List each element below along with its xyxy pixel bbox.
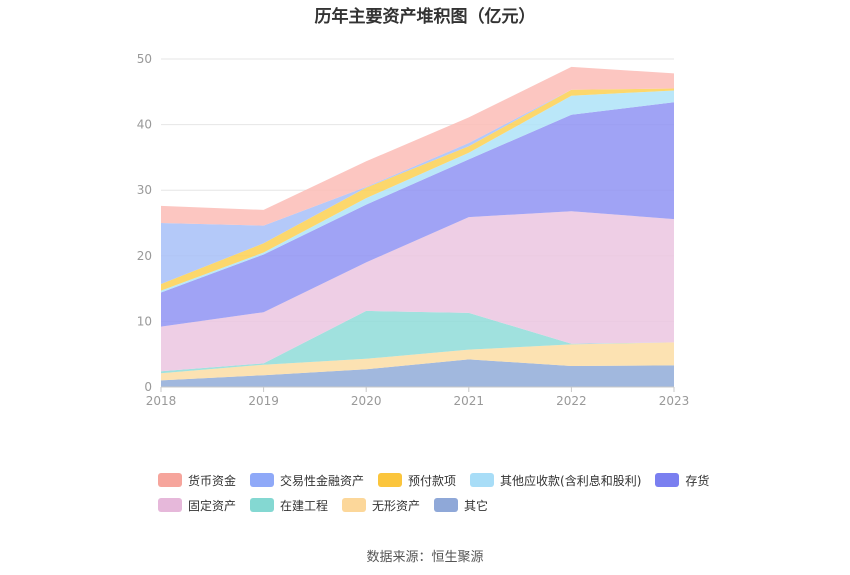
legend-swatch bbox=[158, 473, 182, 487]
x-tick-label: 2022 bbox=[556, 394, 587, 408]
area-series-0 bbox=[161, 359, 674, 387]
y-tick-label: 20 bbox=[137, 249, 152, 263]
legend-label: 交易性金融资产 bbox=[280, 473, 365, 488]
y-tick-label: 40 bbox=[137, 118, 152, 132]
legend-swatch bbox=[470, 473, 495, 487]
legend-label: 固定资产 bbox=[188, 498, 237, 513]
legend-item[interactable]: 其他应收款(含利息和股利) bbox=[470, 472, 641, 488]
area-series-2 bbox=[161, 310, 674, 374]
x-tick-label: 2018 bbox=[146, 394, 177, 408]
legend-swatch bbox=[434, 498, 459, 512]
legend-swatch bbox=[378, 473, 403, 487]
area-series-5 bbox=[161, 90, 674, 293]
area-series-8 bbox=[161, 66, 674, 226]
x-tick-label: 2023 bbox=[659, 394, 690, 408]
legend-label: 其它 bbox=[464, 498, 489, 513]
legend-item[interactable]: 货币资金 bbox=[158, 472, 236, 488]
x-tick-label: 2019 bbox=[248, 394, 279, 408]
y-tick-label: 10 bbox=[137, 314, 152, 328]
x-tick-label: 2020 bbox=[351, 394, 382, 408]
axis-layer: 0 10 20 30 40 50 2018 2019 2020 2021 2022 2023 bbox=[137, 52, 690, 408]
legend-item[interactable]: 在建工程 bbox=[250, 497, 328, 513]
area-series-4 bbox=[161, 102, 674, 327]
legend-item[interactable]: 无形资产 bbox=[342, 497, 420, 513]
area-series-6 bbox=[161, 88, 674, 291]
area-series-layer bbox=[161, 66, 674, 387]
legend-item[interactable]: 固定资产 bbox=[158, 497, 236, 513]
legend-swatch bbox=[158, 498, 182, 512]
legend-item[interactable]: 交易性金融资产 bbox=[250, 472, 364, 488]
legend-swatch bbox=[342, 498, 367, 512]
area-series-3 bbox=[161, 211, 674, 372]
legend-label: 存货 bbox=[685, 473, 710, 488]
data-source-note: 数据来源：恒生聚源 bbox=[366, 550, 484, 565]
y-tick-label: 0 bbox=[144, 380, 152, 394]
area-series-1 bbox=[161, 342, 674, 381]
legend-label: 货币资金 bbox=[188, 473, 237, 488]
y-tick-label: 50 bbox=[137, 52, 152, 66]
chart-legend: 货币资金 交易性金融资产 预付款项 其他应收款(含利息和股利) 存货固定资产 在建工程 无形… bbox=[158, 472, 718, 513]
legend-label: 无形资产 bbox=[372, 498, 421, 513]
legend-swatch bbox=[250, 473, 275, 487]
legend-label: 在建工程 bbox=[280, 498, 329, 513]
x-tick-label: 2021 bbox=[454, 394, 485, 408]
legend-label: 预付款项 bbox=[408, 473, 457, 488]
chart-title: 历年主要资产堆积图（亿元） bbox=[314, 7, 536, 27]
legend-label: 其他应收款(含利息和股利) bbox=[500, 473, 642, 488]
y-tick-label: 30 bbox=[137, 183, 152, 197]
legend-item[interactable]: 预付款项 bbox=[378, 472, 456, 488]
legend-item[interactable]: 存货 bbox=[655, 472, 709, 488]
legend-swatch bbox=[250, 498, 275, 512]
legend-item[interactable]: 其它 bbox=[434, 497, 488, 513]
legend-swatch bbox=[655, 473, 680, 487]
